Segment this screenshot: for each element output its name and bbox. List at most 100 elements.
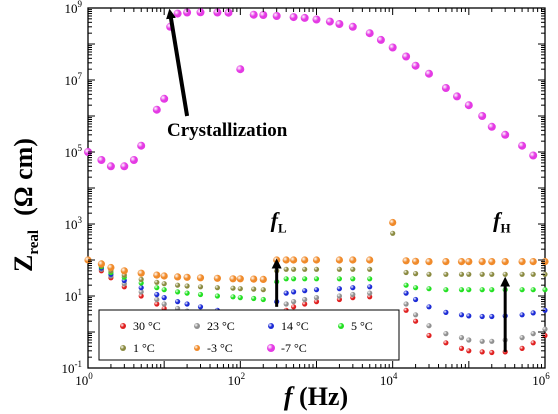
data-point	[229, 275, 237, 283]
data-point	[389, 218, 397, 227]
data-point	[443, 340, 449, 346]
data-point	[441, 84, 450, 92]
data-point	[300, 13, 309, 22]
legend-label: -7 °C	[281, 341, 307, 355]
data-point	[260, 287, 266, 293]
data-point	[260, 296, 266, 303]
data-point	[403, 269, 409, 276]
data-point	[197, 284, 204, 290]
data-point	[312, 256, 321, 264]
data-point	[301, 256, 309, 264]
data-point	[443, 271, 449, 277]
data-point	[336, 266, 342, 272]
data-point	[426, 323, 432, 329]
data-point	[230, 285, 236, 291]
y-tick-label: 101	[65, 287, 83, 304]
data-point	[313, 266, 320, 272]
data-point	[120, 162, 129, 171]
data-point	[290, 256, 298, 264]
data-point	[402, 257, 410, 265]
tick-exponent: -1	[75, 359, 83, 369]
data-point	[425, 258, 433, 266]
data-point	[403, 301, 409, 307]
data-point	[196, 274, 205, 282]
data-point	[376, 35, 385, 44]
data-point	[236, 65, 245, 74]
legend-label: -3 °C	[207, 341, 233, 355]
data-point	[390, 230, 396, 236]
data-point	[161, 287, 167, 293]
data-point	[184, 301, 190, 307]
data-point	[367, 284, 373, 290]
data-point	[367, 276, 373, 282]
data-point	[197, 304, 204, 310]
data-point	[336, 286, 342, 292]
data-point	[197, 291, 204, 298]
data-point	[519, 335, 525, 341]
data-point	[249, 10, 258, 19]
legend-item: -7 °C	[267, 341, 307, 355]
data-point	[367, 294, 373, 300]
data-point	[184, 290, 190, 296]
data-point	[273, 256, 281, 264]
data-point	[478, 112, 487, 120]
data-point	[413, 271, 419, 277]
data-point	[458, 287, 465, 293]
data-point	[154, 285, 160, 291]
y-tick-label: 10-1	[62, 359, 83, 376]
data-point	[291, 276, 297, 282]
frequency-subscript: L	[278, 220, 287, 235]
data-point	[107, 263, 115, 272]
data-point	[519, 287, 525, 293]
data-point	[237, 295, 243, 301]
data-point	[478, 258, 486, 266]
tick-exponent: 4	[393, 371, 398, 381]
data-point	[289, 13, 298, 22]
legend-item: 30 °C	[120, 319, 161, 333]
tick-exponent: 0	[88, 371, 93, 381]
tick-base: 10	[380, 373, 393, 388]
legend-label: 23 °C	[207, 319, 235, 333]
x-tick-label: 104	[380, 371, 398, 388]
data-point	[313, 299, 320, 305]
data-point	[466, 337, 472, 343]
legend-item: 14 °C	[268, 319, 309, 333]
data-point	[489, 287, 495, 293]
frequency-label: fH	[493, 207, 510, 235]
data-point	[175, 282, 181, 288]
legend-box	[98, 309, 400, 361]
x-tick-label: 102	[228, 371, 246, 388]
data-point	[466, 271, 472, 277]
data-point	[154, 301, 160, 307]
data-point	[161, 281, 167, 287]
legend-marker	[268, 323, 274, 329]
data-point	[154, 296, 160, 303]
data-point	[489, 338, 495, 344]
data-point	[138, 285, 144, 291]
crystallization-arrow	[166, 8, 190, 117]
data-point	[138, 280, 144, 286]
data-point	[350, 285, 356, 291]
y-axis-label: Zreal (Ω cm)	[9, 138, 42, 272]
data-point	[530, 271, 536, 277]
legend-marker	[267, 344, 275, 352]
tick-exponent: 9	[78, 0, 83, 9]
data-point	[214, 285, 220, 291]
x-tick-label: 100	[75, 371, 93, 388]
legend-marker	[194, 345, 200, 351]
data-point	[479, 271, 485, 277]
tick-base: 10	[65, 217, 78, 232]
data-point	[336, 276, 342, 282]
data-point	[312, 15, 321, 24]
data-point	[458, 335, 465, 341]
data-point	[106, 162, 115, 171]
tick-base: 10	[228, 373, 241, 388]
tick-base: 10	[65, 73, 78, 88]
data-point	[388, 43, 397, 52]
tick-base: 10	[65, 289, 78, 304]
data-point	[457, 258, 466, 266]
y-tick-label: 103	[65, 215, 83, 232]
legend-marker	[194, 323, 200, 329]
data-point	[466, 287, 472, 293]
